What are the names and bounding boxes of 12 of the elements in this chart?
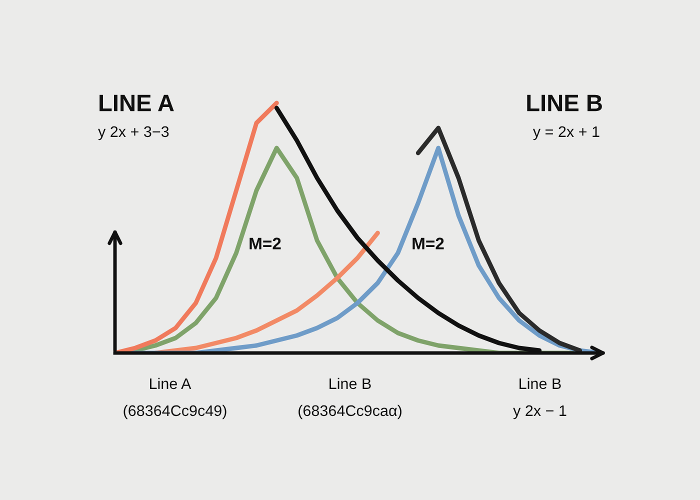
text: Line A (150, 378, 192, 390)
annotation: y = 2x + 1 (532, 126, 600, 140)
annotation: LINE A (100, 94, 174, 112)
annotation: LINE B (527, 94, 602, 112)
text: y 2x − 1 (513, 405, 566, 420)
annotation: M=2 (412, 238, 444, 250)
text: Line B (330, 378, 371, 390)
annotation: y 2x + 3−3 (98, 126, 169, 140)
text: Line B (520, 378, 561, 390)
text: (68364Cc9caα) (298, 404, 402, 420)
annotation: M=2 (250, 238, 281, 250)
text: (68364Cc9c49) (124, 404, 226, 420)
